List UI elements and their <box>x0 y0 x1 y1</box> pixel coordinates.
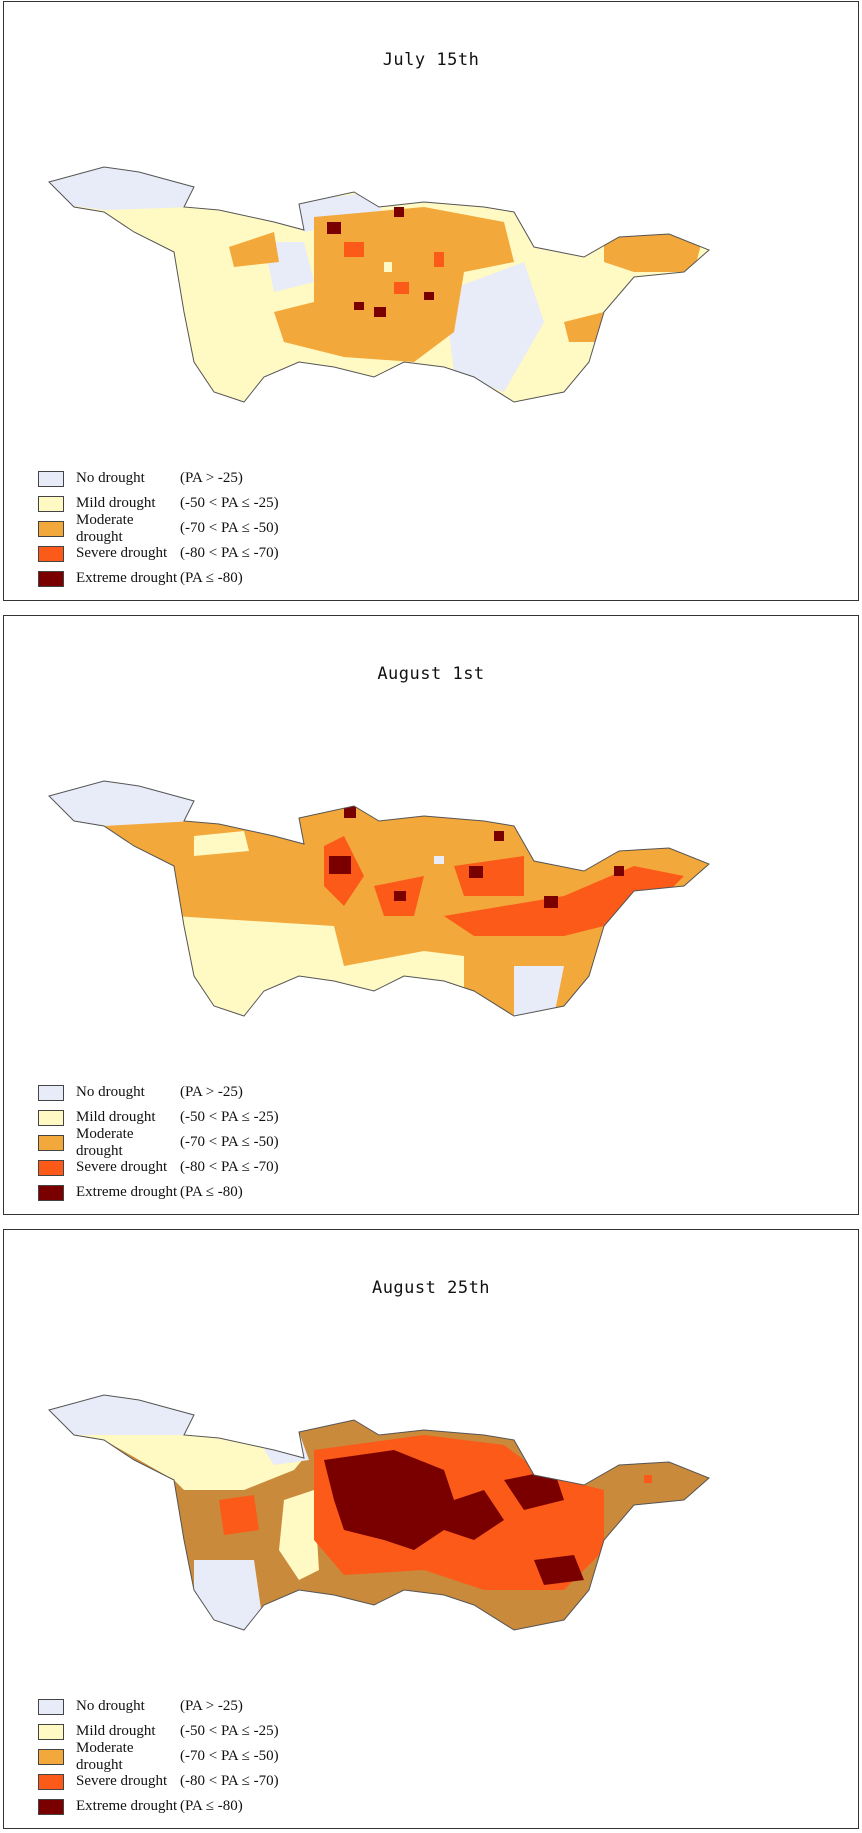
legend-range: (PA > -25) <box>180 470 243 486</box>
legend: No drought (PA > -25) Mild drought (-50 < … <box>38 466 279 591</box>
legend-name: Mild drought <box>76 1723 156 1739</box>
panel-title: August 1st <box>377 664 485 684</box>
legend-name: Moderate drought <box>76 511 134 545</box>
legend-item-severe-drought: Severe drought (-80 < PA ≤ -70) <box>38 541 279 566</box>
swatch-extreme-drought <box>38 570 64 587</box>
legend-item-mild-drought: Mild drought (-50 < PA ≤ -25) <box>38 491 279 516</box>
legend-name: Extreme drought <box>76 1184 178 1200</box>
legend-item-moderate-drought: Moderate drought (-70 < PA ≤ -50) <box>38 1740 279 1773</box>
legend: No drought (PA > -25) Mild drought (-50 < … <box>38 1080 279 1205</box>
legend-item-moderate-drought: Moderate drought (-70 < PA ≤ -50) <box>38 1126 279 1159</box>
swatch-no-drought <box>38 1084 64 1101</box>
drought-map-august-1 <box>48 780 710 1017</box>
legend-name: Mild drought <box>76 495 156 511</box>
legend-item-no-drought: No drought (PA > -25) <box>38 1080 279 1105</box>
legend-item-severe-drought: Severe drought (-80 < PA ≤ -70) <box>38 1155 279 1180</box>
panel-title: July 15th <box>382 50 480 70</box>
legend-range: (-70 < PA ≤ -50) <box>180 1748 279 1764</box>
map-panel-august-25: August 25th No drought (PA > -25) Mild dr… <box>3 1229 859 1829</box>
swatch-severe-drought <box>38 1159 64 1176</box>
legend-name: No drought <box>76 1698 145 1714</box>
map-panel-august-1: August 1st No drought (PA > -2 <box>3 615 859 1215</box>
legend-range: (-80 < PA ≤ -70) <box>180 1159 279 1175</box>
legend-item-extreme-drought: Extreme drought (PA ≤ -80) <box>38 1180 279 1205</box>
legend-range: (-50 < PA ≤ -25) <box>180 495 279 511</box>
legend-item-severe-drought: Severe drought (-80 < PA ≤ -70) <box>38 1769 279 1794</box>
swatch-extreme-drought <box>38 1184 64 1201</box>
legend-range: (-50 < PA ≤ -25) <box>180 1723 279 1739</box>
legend-range: (PA ≤ -80) <box>180 1798 243 1814</box>
legend-item-mild-drought: Mild drought (-50 < PA ≤ -25) <box>38 1105 279 1130</box>
swatch-severe-drought <box>38 1773 64 1790</box>
legend-range: (-70 < PA ≤ -50) <box>180 520 279 536</box>
map-panel-july-15: July 15th No drought (PA > -25 <box>3 1 859 601</box>
legend-name: Mild drought <box>76 1109 156 1125</box>
swatch-severe-drought <box>38 545 64 562</box>
legend-range: (PA > -25) <box>180 1698 243 1714</box>
legend-item-mild-drought: Mild drought (-50 < PA ≤ -25) <box>38 1719 279 1744</box>
legend-name: Moderate drought <box>76 1125 134 1159</box>
swatch-mild-drought <box>38 1109 64 1126</box>
legend-name: Severe drought <box>76 545 168 561</box>
legend-name: Severe drought <box>76 1773 168 1789</box>
legend-name: Extreme drought <box>76 570 178 586</box>
legend-item-moderate-drought: Moderate drought (-70 < PA ≤ -50) <box>38 512 279 545</box>
legend-range: (-50 < PA ≤ -25) <box>180 1109 279 1125</box>
legend-item-extreme-drought: Extreme drought (PA ≤ -80) <box>38 566 279 591</box>
swatch-extreme-drought <box>38 1798 64 1815</box>
legend-range: (-70 < PA ≤ -50) <box>180 1134 279 1150</box>
legend: No drought (PA > -25) Mild drought (-50 < … <box>38 1694 279 1819</box>
swatch-mild-drought <box>38 495 64 512</box>
legend-range: (-80 < PA ≤ -70) <box>180 545 279 561</box>
legend-name: No drought <box>76 1084 145 1100</box>
drought-map-august-25 <box>48 1394 710 1631</box>
legend-range: (PA ≤ -80) <box>180 570 243 586</box>
legend-item-extreme-drought: Extreme drought (PA ≤ -80) <box>38 1794 279 1819</box>
legend-range: (-80 < PA ≤ -70) <box>180 1773 279 1789</box>
panel-title: August 25th <box>371 1278 491 1298</box>
legend-name: No drought <box>76 470 145 486</box>
legend-name: Extreme drought <box>76 1798 178 1814</box>
legend-name: Severe drought <box>76 1159 168 1175</box>
swatch-moderate-drought <box>38 1748 64 1765</box>
swatch-mild-drought <box>38 1723 64 1740</box>
legend-range: (PA > -25) <box>180 1084 243 1100</box>
legend-item-no-drought: No drought (PA > -25) <box>38 466 279 491</box>
legend-range: (PA ≤ -80) <box>180 1184 243 1200</box>
drought-map-july-15 <box>48 166 710 403</box>
legend-item-no-drought: No drought (PA > -25) <box>38 1694 279 1719</box>
swatch-no-drought <box>38 470 64 487</box>
swatch-moderate-drought <box>38 520 64 537</box>
swatch-no-drought <box>38 1698 64 1715</box>
legend-name: Moderate drought <box>76 1739 134 1773</box>
swatch-moderate-drought <box>38 1134 64 1151</box>
